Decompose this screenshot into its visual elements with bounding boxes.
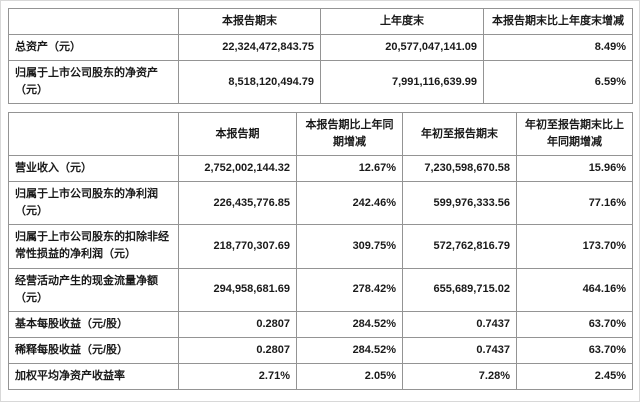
table-row-operating-cash-flow: 经营活动产生的现金流量净额（元） 294,958,681.69 278.42% … [8,267,633,312]
cell-value: 572,762,816.79 [402,224,517,269]
table-row-total-assets: 总资产（元） 22,324,472,843.75 20,577,047,141.… [8,34,633,62]
cell-value: 12.67% [296,155,403,183]
table-row-net-assets: 归属于上市公司股东的净资产（元） 8,518,120,494.79 7,991,… [8,60,633,105]
cell-value: 294,958,681.69 [178,267,297,312]
performance-summary-table: 本报告期 本报告期比上年同期增减 年初至报告期末 年初至报告期末比上年同期增减 … [8,112,633,390]
cell-value: 242.46% [296,181,403,226]
cell-value: 15.96% [516,155,633,183]
row-label: 归属于上市公司股东的扣除非经常性损益的净利润（元） [8,224,179,269]
column-header-current-period-end: 本报告期末 [178,7,321,36]
cell-value: 278.42% [296,267,403,312]
table-row-diluted-eps: 稀释每股收益（元/股） 0.2807 284.52% 0.7437 63.70% [8,336,633,364]
table-header-row: 本报告期 本报告期比上年同期增减 年初至报告期末 年初至报告期末比上年同期增减 [8,112,633,157]
cell-value: 63.70% [516,310,633,338]
corner-cell [8,112,179,157]
cell-value: 0.7437 [402,336,517,364]
table-header-row: 本报告期末 上年度末 本报告期末比上年度末增减 [8,7,633,36]
balance-summary-table: 本报告期末 上年度末 本报告期末比上年度末增减 总资产（元） 22,324,47… [8,7,633,105]
cell-value: 2,752,002,144.32 [178,155,297,183]
cell-value: 655,689,715.02 [402,267,517,312]
row-label: 加权平均净资产收益率 [8,362,179,390]
cell-value: 77.16% [516,181,633,226]
row-label: 营业收入（元） [8,155,179,183]
corner-cell [8,7,179,36]
cell-value: 2.05% [296,362,403,390]
cell-value: 6.59% [483,60,633,105]
cell-value: 7,230,598,670.58 [402,155,517,183]
table-row-basic-eps: 基本每股收益（元/股） 0.2807 284.52% 0.7437 63.70% [8,310,633,338]
table-row-net-profit: 归属于上市公司股东的净利润（元） 226,435,776.85 242.46% … [8,181,633,226]
cell-value: 0.7437 [402,310,517,338]
table-gap [8,104,632,112]
cell-value: 7.28% [402,362,517,390]
column-header-year-to-date: 年初至报告期末 [402,112,517,157]
cell-value: 599,976,333.56 [402,181,517,226]
cell-value: 2.45% [516,362,633,390]
row-label: 经营活动产生的现金流量净额（元） [8,267,179,312]
cell-value: 8.49% [483,34,633,62]
cell-value: 309.75% [296,224,403,269]
cell-value: 20,577,047,141.09 [320,34,484,62]
row-label: 归属于上市公司股东的净利润（元） [8,181,179,226]
cell-value: 218,770,307.69 [178,224,297,269]
cell-value: 284.52% [296,336,403,364]
table-row-weighted-avg-roe: 加权平均净资产收益率 2.71% 2.05% 7.28% 2.45% [8,362,633,390]
column-header-change-vs-prior-year-end: 本报告期末比上年度末增减 [483,7,633,36]
table-row-net-profit-excl-nonrecurring: 归属于上市公司股东的扣除非经常性损益的净利润（元） 218,770,307.69… [8,224,633,269]
table-row-operating-revenue: 营业收入（元） 2,752,002,144.32 12.67% 7,230,59… [8,155,633,183]
cell-value: 2.71% [178,362,297,390]
column-header-current-period: 本报告期 [178,112,297,157]
cell-value: 226,435,776.85 [178,181,297,226]
row-label: 归属于上市公司股东的净资产（元） [8,60,179,105]
cell-value: 464.16% [516,267,633,312]
cell-value: 63.70% [516,336,633,364]
cell-value: 7,991,116,639.99 [320,60,484,105]
row-label: 稀释每股收益（元/股） [8,336,179,364]
row-label: 总资产（元） [8,34,179,62]
cell-value: 22,324,472,843.75 [178,34,321,62]
cell-value: 0.2807 [178,336,297,364]
row-label: 基本每股收益（元/股） [8,310,179,338]
cell-value: 0.2807 [178,310,297,338]
column-header-change-vs-same-period: 本报告期比上年同期增减 [296,112,403,157]
cell-value: 284.52% [296,310,403,338]
column-header-ytd-change-vs-same-period: 年初至报告期末比上年同期增减 [516,112,633,157]
cell-value: 173.70% [516,224,633,269]
cell-value: 8,518,120,494.79 [178,60,321,105]
column-header-prior-year-end: 上年度末 [320,7,484,36]
